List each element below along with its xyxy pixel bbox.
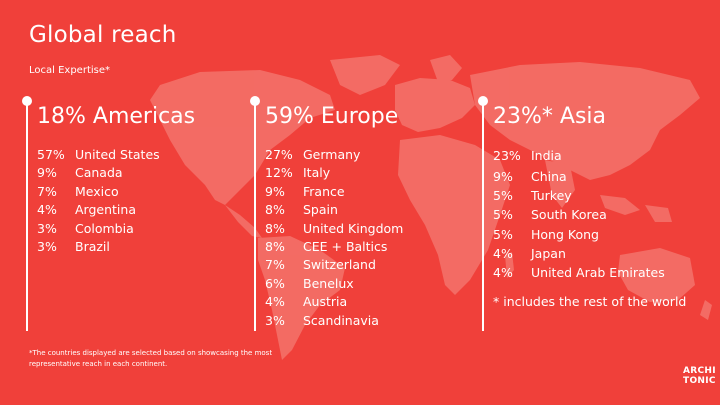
country-percent: 9% bbox=[37, 165, 57, 181]
country-percent: 23% bbox=[493, 148, 521, 163]
country-name: China bbox=[531, 168, 567, 184]
country-row: 27% Germany bbox=[265, 146, 403, 164]
country-row: 3% Brazil bbox=[37, 238, 160, 256]
country-name: United Arab Emirates bbox=[531, 265, 665, 281]
country-name: Scandinavia bbox=[303, 312, 379, 328]
country-row: 5% Turkey bbox=[493, 186, 686, 205]
country-list: 57% United States 9% Canada 7% Mexico 4% Arg… bbox=[37, 146, 160, 256]
page-title: Global reach bbox=[29, 22, 177, 48]
country-row: 6% Benelux bbox=[265, 275, 403, 293]
country-percent: 3% bbox=[37, 220, 57, 236]
country-row: 4% Austria bbox=[265, 293, 403, 311]
timeline-line bbox=[482, 100, 484, 331]
country-row: 3% Colombia bbox=[37, 220, 160, 238]
country-name: Italy bbox=[303, 165, 331, 181]
region-heading: 59% Europe bbox=[265, 104, 399, 129]
country-name: Canada bbox=[75, 165, 123, 181]
country-name: Colombia bbox=[75, 220, 134, 236]
logo-line-2: TONIC bbox=[683, 376, 716, 386]
country-name: United States bbox=[75, 147, 160, 162]
country-row: 9% France bbox=[265, 183, 403, 201]
country-percent: 5% bbox=[493, 188, 513, 204]
country-percent: 6% bbox=[265, 275, 285, 291]
country-percent: 3% bbox=[37, 238, 57, 254]
country-row: 57% United States bbox=[37, 146, 160, 164]
timeline-line bbox=[26, 100, 28, 331]
country-name: Spain bbox=[303, 202, 338, 218]
country-row: 5% Hong Kong bbox=[493, 225, 686, 244]
country-name: Germany bbox=[303, 147, 361, 162]
country-name: Benelux bbox=[303, 275, 354, 291]
country-percent: 27% bbox=[265, 147, 293, 162]
country-name: Hong Kong bbox=[531, 226, 599, 242]
country-row: 8% Spain bbox=[265, 201, 403, 219]
logo-line-1: ARCHI bbox=[683, 366, 716, 376]
region-heading: 23%* Asia bbox=[493, 104, 606, 129]
country-row: 4% Japan bbox=[493, 244, 686, 263]
country-row: 4% Argentina bbox=[37, 201, 160, 219]
country-percent: 4% bbox=[265, 294, 285, 310]
country-row: 9% Canada bbox=[37, 164, 160, 182]
country-percent: 3% bbox=[265, 312, 285, 328]
country-percent: 8% bbox=[265, 202, 285, 218]
timeline-line bbox=[254, 100, 256, 331]
page-subtitle: Local Expertise* bbox=[29, 65, 111, 76]
country-percent: 4% bbox=[37, 202, 57, 218]
footnote: *The countries displayed are selected ba… bbox=[29, 349, 273, 368]
country-name: Turkey bbox=[531, 188, 572, 204]
country-percent: 4% bbox=[493, 265, 513, 281]
country-percent: 7% bbox=[265, 257, 285, 273]
country-list: 27% Germany 12% Italy 9% France 8% Spain 8% U… bbox=[265, 146, 403, 330]
timeline-dot bbox=[22, 96, 32, 106]
country-row: 12% Italy bbox=[265, 164, 403, 182]
country-percent: 57% bbox=[37, 147, 65, 162]
timeline-dot bbox=[478, 96, 488, 106]
country-name: United Kingdom bbox=[303, 220, 404, 236]
country-row: 4% United Arab Emirates bbox=[493, 263, 686, 282]
country-name: India bbox=[531, 148, 562, 163]
country-row: 8% United Kingdom bbox=[265, 220, 403, 238]
archi-tonic-logo: ARCHI TONIC bbox=[683, 366, 716, 386]
country-row: 8% CEE + Baltics bbox=[265, 238, 403, 256]
country-name: Brazil bbox=[75, 238, 110, 254]
region-heading: 18% Americas bbox=[37, 104, 196, 129]
country-list: 23% India 9% China 5% Turkey 5% South Korea … bbox=[493, 146, 686, 309]
country-percent: 7% bbox=[37, 183, 57, 199]
country-name: Austria bbox=[303, 294, 348, 310]
country-percent: 9% bbox=[493, 168, 513, 184]
country-percent: 8% bbox=[265, 238, 285, 254]
country-row: 7% Mexico bbox=[37, 183, 160, 201]
country-percent: 12% bbox=[265, 165, 293, 181]
country-percent: 9% bbox=[265, 183, 285, 199]
country-name: Mexico bbox=[75, 183, 119, 199]
country-row: 7% Switzerland bbox=[265, 256, 403, 274]
country-name: CEE + Baltics bbox=[303, 238, 388, 254]
country-row: 9% China bbox=[493, 167, 686, 186]
country-percent: 8% bbox=[265, 220, 285, 236]
timeline-dot bbox=[250, 96, 260, 106]
country-percent: 5% bbox=[493, 207, 513, 223]
country-row: 23% India bbox=[493, 146, 686, 165]
country-percent: 5% bbox=[493, 226, 513, 242]
country-percent: 4% bbox=[493, 245, 513, 261]
country-name: South Korea bbox=[531, 207, 607, 223]
country-row: 3% Scandinavia bbox=[265, 312, 403, 330]
country-name: Argentina bbox=[75, 202, 136, 218]
region-note: * includes the rest of the world bbox=[493, 293, 687, 309]
country-name: France bbox=[303, 183, 345, 199]
country-name: Switzerland bbox=[303, 257, 376, 273]
country-row: 5% South Korea bbox=[493, 205, 686, 224]
country-name: Japan bbox=[531, 245, 566, 261]
